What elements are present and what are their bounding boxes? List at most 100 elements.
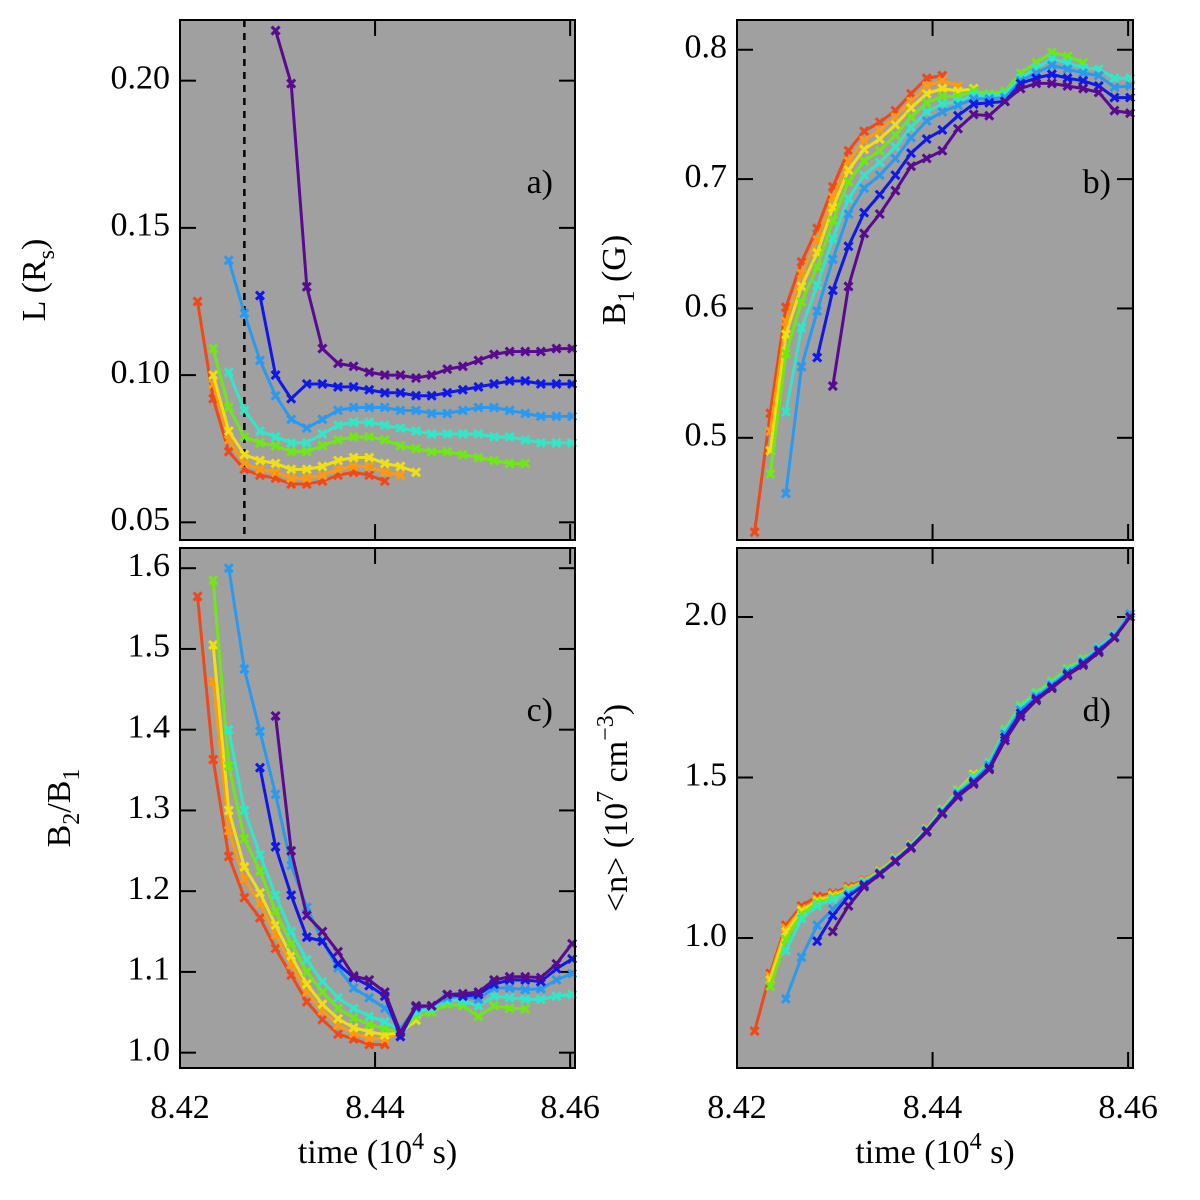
y-tick-label: 1.2 [128, 870, 171, 907]
data-point [348, 1012, 359, 1024]
data-point [843, 281, 854, 292]
data-point [457, 405, 468, 416]
panel-label: c) [527, 692, 553, 729]
data-point [286, 446, 297, 457]
data-point [332, 434, 344, 445]
label-part: B [596, 303, 633, 326]
y-axis-title: <n> (107 cm−3) [593, 704, 635, 912]
data-point [379, 370, 390, 381]
y-tick-label: 1.5 [685, 756, 728, 793]
data-point [270, 710, 281, 722]
data-point [473, 1011, 484, 1022]
data-point [921, 73, 932, 84]
data-point [317, 428, 328, 440]
data-point [254, 355, 266, 366]
data-point [364, 384, 375, 395]
data-point [1031, 78, 1042, 89]
data-point [223, 255, 234, 266]
data-point [749, 1026, 760, 1037]
data-point [364, 461, 375, 472]
data-point [239, 664, 250, 675]
data-point [874, 208, 885, 220]
data-point [905, 122, 917, 133]
y-tick-label: 2.0 [685, 596, 728, 633]
data-point [395, 387, 406, 398]
data-point [379, 458, 390, 469]
data-point [332, 405, 344, 416]
data-point [473, 452, 484, 463]
data-point [535, 378, 546, 390]
data-point [426, 390, 437, 401]
label-part: 1 [59, 769, 85, 781]
data-point [395, 461, 406, 472]
data-point [332, 420, 344, 431]
data-point [504, 992, 515, 1003]
data-point [796, 952, 807, 963]
data-point [395, 1027, 406, 1038]
data-point [520, 375, 531, 387]
data-point [223, 446, 234, 457]
data-point [1109, 105, 1120, 116]
data-point [301, 378, 312, 390]
data-point [1062, 670, 1073, 681]
data-point [1062, 80, 1073, 92]
data-point [286, 437, 297, 448]
data-point [859, 228, 870, 239]
data-point [1093, 647, 1104, 658]
data-point [239, 449, 250, 460]
label-part: cm [598, 741, 635, 791]
data-point [223, 425, 234, 437]
data-point [488, 455, 500, 466]
y-axis-title: B1 (G) [596, 235, 640, 325]
x-axis-title: time (104 s) [855, 1129, 1014, 1171]
data-point [332, 455, 344, 466]
y-tick-label: 1.5 [128, 628, 171, 665]
data-point [301, 437, 312, 448]
plot-background [737, 548, 1133, 1068]
data-point [457, 361, 468, 372]
data-point [780, 406, 791, 418]
data-point [332, 1029, 344, 1040]
label-part: 2 [59, 813, 85, 825]
data-point [286, 414, 297, 425]
data-point [192, 296, 203, 307]
label-part: (G) [596, 235, 633, 291]
x-tick-label: 8.46 [540, 1089, 600, 1126]
data-point [254, 425, 266, 437]
data-point [270, 458, 281, 469]
data-point [921, 827, 932, 838]
y-tick-label: 0.20 [111, 59, 171, 96]
data-point [1093, 70, 1104, 81]
data-point [286, 464, 297, 475]
data-point [254, 455, 266, 466]
data-point [317, 1014, 328, 1025]
data-point [905, 161, 917, 172]
data-point [1109, 92, 1120, 103]
data-point [999, 735, 1010, 746]
plot-frame [179, 547, 576, 1069]
data-point [796, 913, 807, 924]
label-part: −3 [593, 715, 619, 741]
data-point [905, 111, 917, 123]
data-point [968, 99, 979, 110]
data-point [827, 215, 838, 226]
data-point [426, 408, 437, 419]
data-point [890, 170, 901, 181]
data-point [843, 164, 854, 176]
data-point [812, 262, 823, 273]
data-point [301, 464, 312, 475]
data-point [921, 153, 932, 164]
data-point [254, 726, 266, 737]
data-point [332, 464, 344, 475]
data-point [223, 825, 234, 836]
data-point [254, 887, 266, 898]
data-point [859, 207, 870, 218]
data-point [317, 926, 328, 937]
data-point [890, 141, 901, 152]
data-point [395, 405, 406, 416]
data-point [239, 405, 250, 416]
data-point [473, 381, 484, 392]
data-point [535, 972, 546, 983]
data-point [827, 910, 838, 921]
data-point [301, 966, 312, 977]
